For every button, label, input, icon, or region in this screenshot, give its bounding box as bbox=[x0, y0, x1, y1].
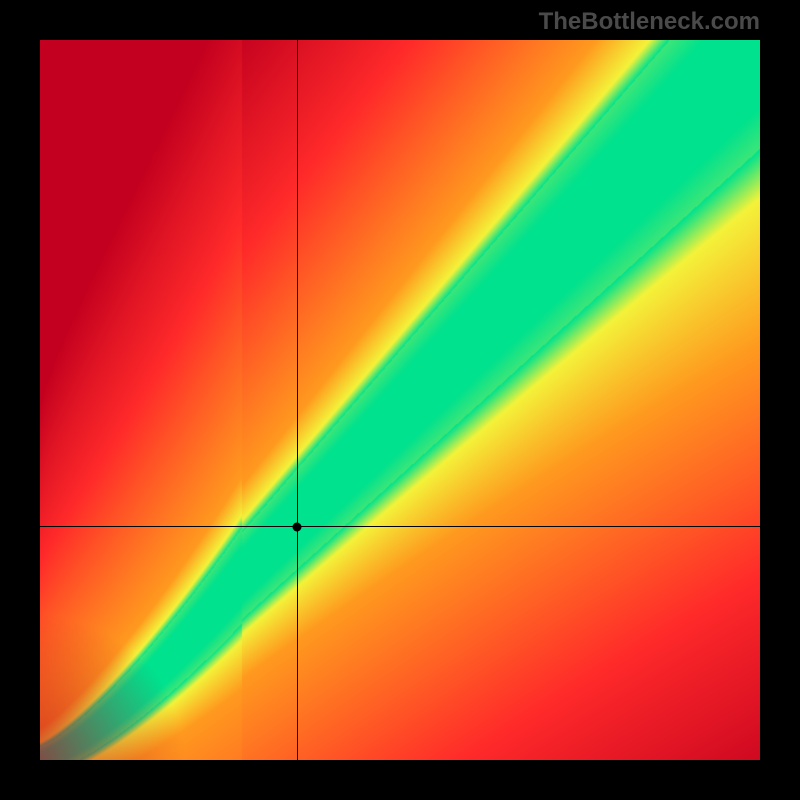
crosshair-marker bbox=[293, 522, 302, 531]
plot-area bbox=[40, 40, 760, 760]
crosshair-horizontal bbox=[40, 526, 760, 527]
crosshair-vertical bbox=[297, 40, 298, 760]
heatmap-canvas bbox=[40, 40, 760, 760]
chart-container: TheBottleneck.com bbox=[0, 0, 800, 800]
watermark-text: TheBottleneck.com bbox=[539, 8, 760, 36]
